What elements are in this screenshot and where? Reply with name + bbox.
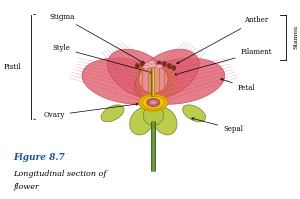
Ellipse shape (172, 65, 176, 70)
Ellipse shape (150, 100, 157, 105)
Text: Petal: Petal (221, 79, 255, 92)
Text: Anther: Anther (177, 17, 268, 64)
Text: Figure 8.7: Figure 8.7 (14, 153, 65, 162)
Ellipse shape (101, 105, 124, 122)
Ellipse shape (167, 63, 171, 68)
Ellipse shape (153, 107, 177, 135)
Ellipse shape (146, 62, 150, 67)
Ellipse shape (156, 64, 162, 68)
Polygon shape (139, 65, 168, 93)
Text: Longitudinal section of: Longitudinal section of (14, 170, 107, 178)
Ellipse shape (135, 63, 140, 68)
Ellipse shape (140, 61, 144, 66)
Ellipse shape (149, 60, 155, 64)
Ellipse shape (145, 62, 156, 68)
Text: flower: flower (14, 183, 39, 191)
Text: Ovary: Ovary (43, 103, 138, 119)
Polygon shape (134, 58, 225, 104)
Ellipse shape (143, 65, 149, 69)
Ellipse shape (139, 94, 168, 111)
Ellipse shape (147, 99, 160, 106)
Text: Sepal: Sepal (192, 118, 243, 133)
Text: Stamen: Stamen (293, 25, 298, 49)
Polygon shape (108, 49, 171, 99)
Ellipse shape (143, 105, 164, 125)
Ellipse shape (183, 105, 206, 122)
Text: Stigma: Stigma (49, 13, 144, 63)
Ellipse shape (130, 107, 154, 135)
Text: Filament: Filament (174, 48, 272, 75)
Polygon shape (82, 58, 172, 104)
Ellipse shape (142, 96, 164, 109)
Text: Pistil: Pistil (3, 63, 21, 71)
Text: Style: Style (52, 44, 153, 73)
Ellipse shape (157, 61, 161, 66)
Polygon shape (136, 49, 199, 99)
Ellipse shape (162, 61, 167, 66)
